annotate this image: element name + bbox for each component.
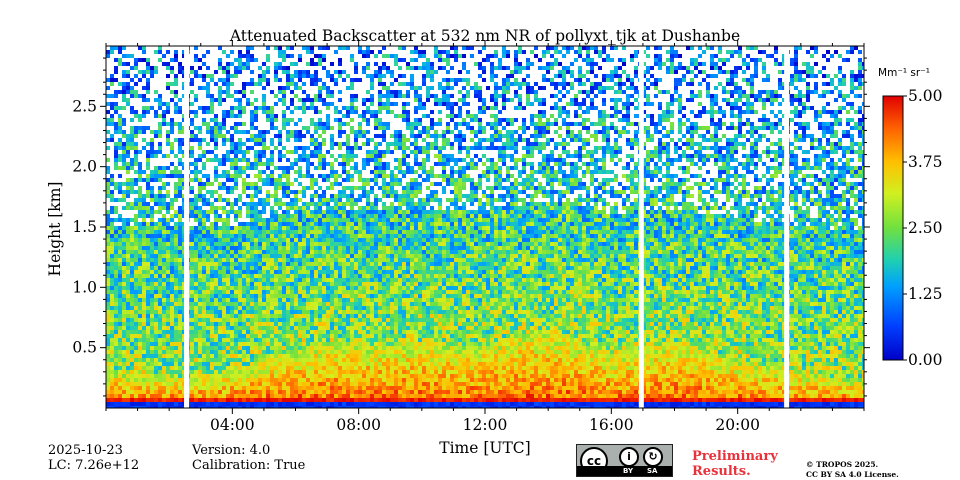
preliminary-label-line2: Results. [692,464,751,479]
x-tick-label: 08:00 [336,416,381,434]
copyright-line1: © TROPOS 2025. [806,460,879,469]
y-tick-label: 1.0 [72,278,97,296]
y-axis-label: Height [km] [46,182,64,277]
footer-calibration: Calibration: True [192,458,306,473]
colorbar-tick-label: 0.00 [908,351,943,369]
x-axis-label: Time [UTC] [439,439,530,457]
colorbar-tick-label: 3.75 [908,153,943,171]
y-tick-label: 1.5 [72,218,97,236]
preliminary-label-line1: Preliminary [692,449,778,464]
x-tick-label: 16:00 [589,416,634,434]
colorbar [882,95,904,361]
data-gap [184,46,190,408]
footer-lc: LC: 7.26e+12 [48,458,140,473]
colorbar-axis: 0.00 1.25 2.50 3.75 5.00 [903,87,943,369]
chart-title: Attenuated Backscatter at 532 nm NR of p… [229,27,740,45]
data-gap [638,46,644,408]
by-icon: i [619,447,639,467]
colorbar-tick-label: 2.50 [908,219,943,237]
backscatter-field [106,46,864,408]
x-axis: 04:00 08:00 12:00 16:00 20:00 [105,40,865,434]
cc-by-sa-icon: cc i ↻ BY SA [576,444,673,477]
y-axis: 0.5 1.0 1.5 2.0 2.5 [72,57,870,397]
y-tick-label: 2.5 [72,97,97,115]
footer-version: Version: 4.0 [192,443,271,458]
colorbar-tick-label: 5.00 [908,87,943,105]
colorbar-tick-label: 1.25 [908,285,943,303]
data-gap [784,46,790,408]
cc-by-label: BY [623,467,634,475]
y-tick-label: 0.5 [72,339,97,357]
sa-icon: ↻ [643,447,663,467]
colorbar-unit-label: Mm⁻¹ sr⁻¹ [878,67,930,79]
footer-date: 2025-10-23 [48,443,123,458]
x-tick-label: 12:00 [463,416,508,434]
cc-sa-label: SA [647,467,658,475]
y-tick-label: 2.0 [72,158,97,176]
x-tick-label: 20:00 [715,416,760,434]
copyright-line2: CC BY SA 4.0 License. [806,470,899,479]
x-tick-label: 04:00 [210,416,255,434]
plot-area [106,46,864,408]
